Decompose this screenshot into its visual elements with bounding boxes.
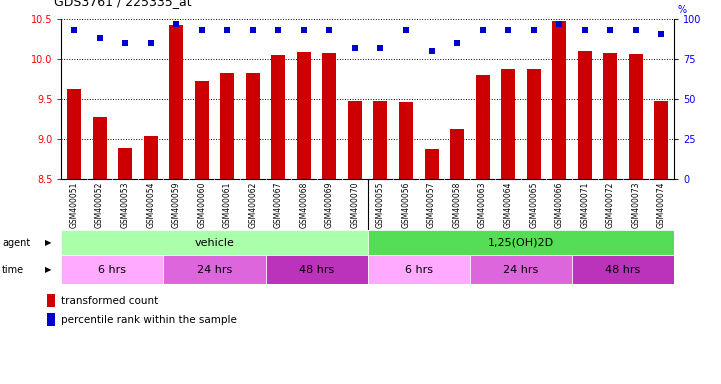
Point xyxy=(170,21,182,27)
Text: GSM400065: GSM400065 xyxy=(529,181,538,228)
Text: GSM400073: GSM400073 xyxy=(632,181,640,228)
Bar xyxy=(220,73,234,179)
Text: GSM400069: GSM400069 xyxy=(325,181,334,228)
Bar xyxy=(368,230,674,255)
Text: GSM400053: GSM400053 xyxy=(120,181,130,228)
Text: vehicle: vehicle xyxy=(195,238,234,248)
Text: 48 hrs: 48 hrs xyxy=(606,265,641,275)
Text: GSM400054: GSM400054 xyxy=(146,181,155,228)
Text: 24 hrs: 24 hrs xyxy=(197,265,232,275)
Text: GSM400066: GSM400066 xyxy=(554,181,564,228)
Bar xyxy=(501,70,516,179)
Point xyxy=(477,27,488,33)
Text: GDS3761 / 225335_at: GDS3761 / 225335_at xyxy=(54,0,192,8)
Bar xyxy=(425,149,438,179)
Bar xyxy=(143,136,158,179)
Text: 1,25(OH)2D: 1,25(OH)2D xyxy=(488,238,554,248)
Text: time: time xyxy=(2,265,25,275)
Point xyxy=(554,21,565,27)
Bar xyxy=(450,129,464,179)
Text: GSM400072: GSM400072 xyxy=(606,181,615,228)
Text: GSM400067: GSM400067 xyxy=(274,181,283,228)
Bar xyxy=(67,89,81,179)
Bar xyxy=(164,255,265,284)
Point xyxy=(68,27,80,33)
Text: GSM400059: GSM400059 xyxy=(172,181,181,228)
Point xyxy=(655,30,667,36)
Text: GSM400057: GSM400057 xyxy=(427,181,436,228)
Bar xyxy=(271,55,286,179)
Point xyxy=(273,27,284,33)
Point xyxy=(94,35,105,41)
Text: ▶: ▶ xyxy=(45,238,52,247)
Point xyxy=(298,27,309,33)
Bar xyxy=(297,52,311,179)
Point xyxy=(145,40,156,46)
Text: %: % xyxy=(678,5,687,15)
Text: GSM400051: GSM400051 xyxy=(69,181,79,228)
Text: GSM400063: GSM400063 xyxy=(478,181,487,228)
Point xyxy=(451,40,463,46)
Point xyxy=(426,48,438,54)
Point xyxy=(579,27,590,33)
Text: 6 hrs: 6 hrs xyxy=(98,265,126,275)
Bar xyxy=(169,25,183,179)
Bar xyxy=(572,255,674,284)
Text: GSM400052: GSM400052 xyxy=(95,181,104,228)
Text: GSM400064: GSM400064 xyxy=(504,181,513,228)
Bar xyxy=(578,51,592,179)
Text: GSM400058: GSM400058 xyxy=(453,181,461,228)
Bar xyxy=(195,81,209,179)
Bar xyxy=(373,101,387,179)
Text: GSM400061: GSM400061 xyxy=(223,181,231,228)
Text: agent: agent xyxy=(2,238,30,248)
Text: GSM400071: GSM400071 xyxy=(580,181,589,228)
Text: percentile rank within the sample: percentile rank within the sample xyxy=(61,315,237,325)
Point xyxy=(349,45,360,51)
Text: GSM400074: GSM400074 xyxy=(657,181,666,228)
Bar xyxy=(265,255,368,284)
Point xyxy=(324,27,335,33)
Bar xyxy=(399,102,413,179)
Bar xyxy=(92,117,107,179)
Text: 6 hrs: 6 hrs xyxy=(404,265,433,275)
Text: GSM400056: GSM400056 xyxy=(402,181,410,228)
Point xyxy=(630,27,642,33)
Text: GSM400062: GSM400062 xyxy=(248,181,257,228)
Text: 24 hrs: 24 hrs xyxy=(503,265,539,275)
Bar xyxy=(368,255,470,284)
Point xyxy=(400,27,412,33)
Text: GSM400070: GSM400070 xyxy=(350,181,360,228)
Bar xyxy=(322,53,337,179)
Bar xyxy=(246,73,260,179)
Bar xyxy=(47,294,55,307)
Text: ▶: ▶ xyxy=(45,265,52,274)
Text: transformed count: transformed count xyxy=(61,296,159,306)
Bar xyxy=(476,75,490,179)
Bar xyxy=(470,255,572,284)
Bar xyxy=(603,53,617,179)
Bar xyxy=(526,70,541,179)
Bar xyxy=(655,101,668,179)
Point xyxy=(375,45,386,51)
Text: GSM400060: GSM400060 xyxy=(198,181,206,228)
Text: GSM400068: GSM400068 xyxy=(299,181,309,228)
Text: GSM400055: GSM400055 xyxy=(376,181,385,228)
Point xyxy=(247,27,259,33)
Bar xyxy=(348,101,362,179)
Bar xyxy=(61,230,368,255)
Bar xyxy=(552,21,566,179)
Point xyxy=(604,27,616,33)
Bar xyxy=(629,54,643,179)
Bar xyxy=(47,313,55,326)
Bar xyxy=(118,148,132,179)
Point xyxy=(528,27,539,33)
Bar xyxy=(61,255,164,284)
Point xyxy=(221,27,233,33)
Point xyxy=(503,27,514,33)
Point xyxy=(120,40,131,46)
Point xyxy=(196,27,208,33)
Text: 48 hrs: 48 hrs xyxy=(299,265,335,275)
